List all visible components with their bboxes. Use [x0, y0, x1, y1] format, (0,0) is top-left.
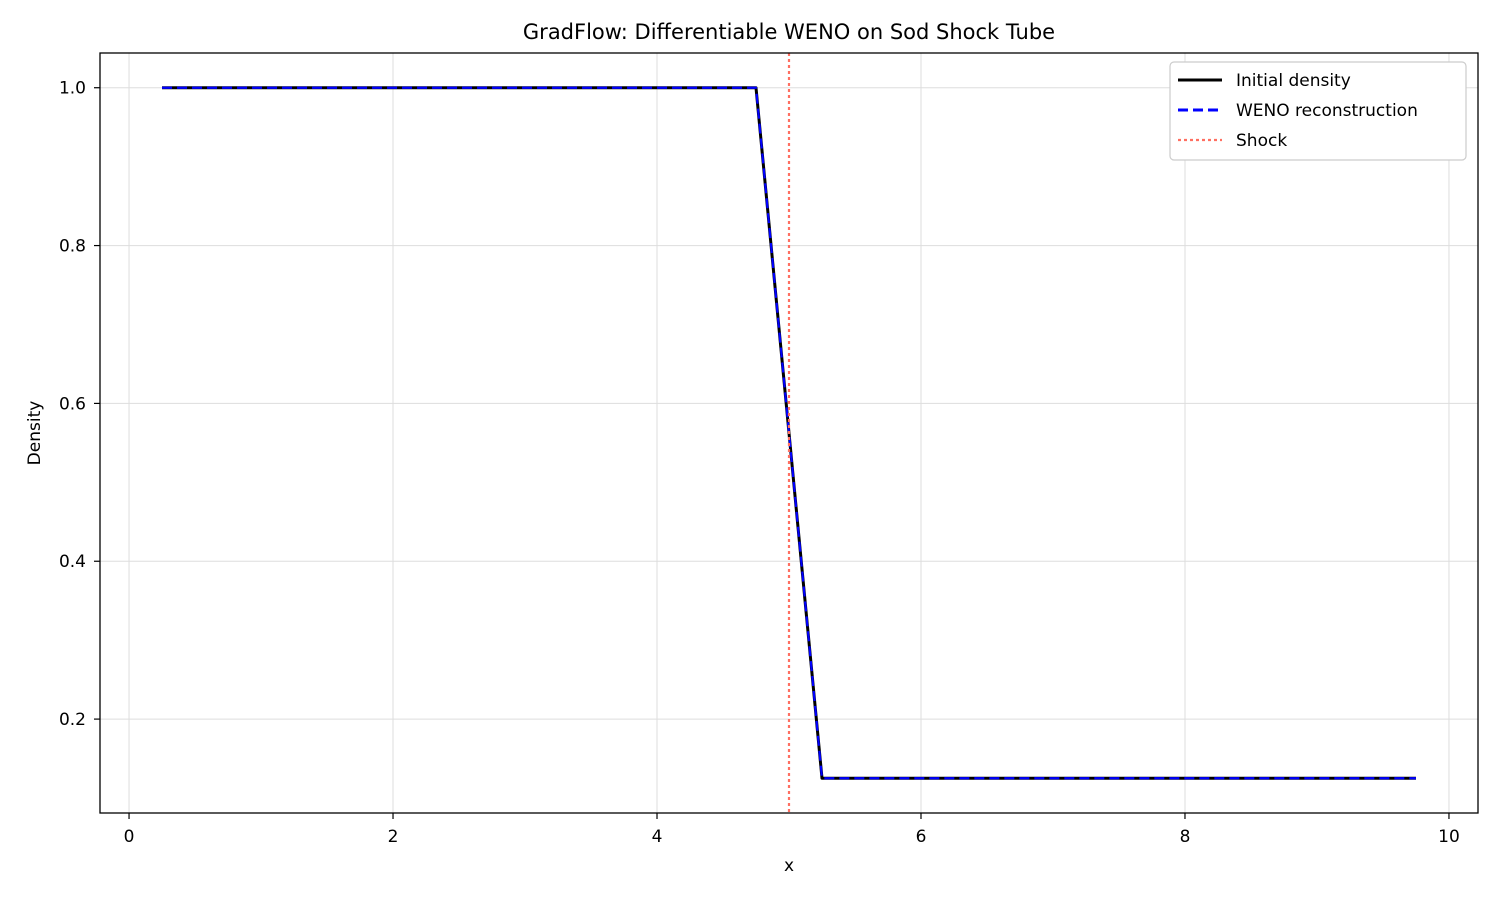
series-layer	[162, 53, 1416, 813]
legend-label: WENO reconstruction	[1236, 101, 1418, 121]
chart-title: GradFlow: Differentiable WENO on Sod Sho…	[523, 20, 1055, 44]
x-tick-label: 6	[916, 827, 927, 847]
y-axis-title: Density	[25, 401, 45, 466]
x-tick-label: 4	[652, 827, 663, 847]
legend-box	[1169, 61, 1467, 161]
series-line	[162, 86, 1416, 780]
legend: Initial density WENO reconstruction Shock	[1169, 61, 1467, 161]
x-tick-label: 0	[124, 827, 135, 847]
x-tick-label: 8	[1180, 827, 1191, 847]
plot-frame	[99, 52, 1479, 814]
x-tick-label: 10	[1438, 827, 1460, 847]
y-tick-label: 0.6	[59, 394, 86, 414]
y-tick-label: 0.2	[59, 710, 86, 730]
x-axis-title: x	[784, 856, 794, 876]
y-tick-label: 0.8	[59, 237, 86, 257]
legend-label: Initial density	[1236, 71, 1351, 91]
legend-label: Shock	[1236, 131, 1287, 151]
y-tick-label: 0.4	[59, 552, 86, 572]
tick-layer: 0 2 4 6 8 10 0.2 0.4 0.6 0.8 1.0	[59, 79, 1460, 847]
x-tick-label: 2	[388, 827, 399, 847]
y-tick-label: 1.0	[59, 79, 86, 99]
